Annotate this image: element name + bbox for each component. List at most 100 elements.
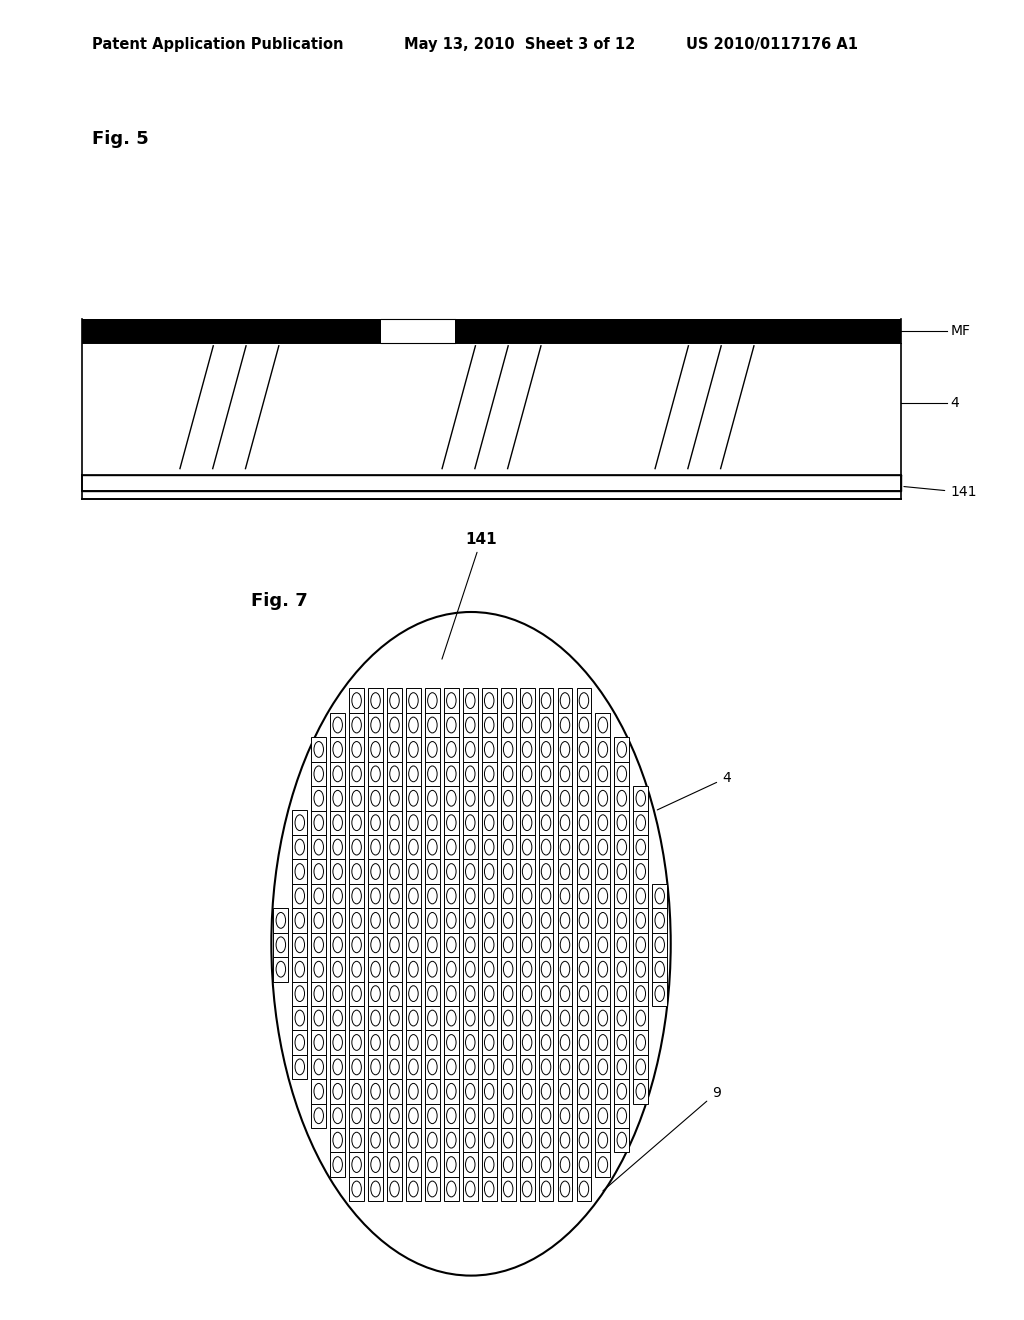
Bar [539,1055,553,1080]
Bar [293,810,307,836]
Bar [539,957,553,982]
Bar [481,810,497,836]
Bar [595,785,610,810]
Bar [443,688,459,713]
Bar [557,834,572,859]
Bar [369,981,383,1006]
Bar [595,737,610,762]
Bar [369,859,383,884]
Bar [501,932,515,957]
Bar [595,883,610,908]
Bar [481,1127,497,1152]
Bar [369,834,383,859]
Bar [387,737,401,762]
Bar [406,785,421,810]
Bar [481,1176,497,1201]
Bar [330,883,345,908]
Bar [539,834,553,859]
Bar [273,932,289,957]
Bar [481,1006,497,1031]
Bar [425,737,439,762]
Bar [387,834,401,859]
Bar [349,785,365,810]
Bar [349,1055,365,1080]
Bar [406,1006,421,1031]
Bar [557,957,572,982]
Bar [595,957,610,982]
Bar [557,1104,572,1129]
Bar [481,737,497,762]
Bar [425,713,439,738]
Bar [539,737,553,762]
Bar [577,1055,591,1080]
Bar [652,981,667,1006]
Bar [406,957,421,982]
Bar [481,762,497,787]
Bar [519,713,535,738]
Bar [557,762,572,787]
Bar [406,932,421,957]
Bar [519,1152,535,1177]
Bar [539,762,553,787]
Bar [369,1152,383,1177]
Bar [577,785,591,810]
Bar [481,1030,497,1055]
Bar [406,1152,421,1177]
Bar [406,1176,421,1201]
Bar [539,1176,553,1201]
Bar [614,957,629,982]
Bar [481,1055,497,1080]
Bar [330,737,345,762]
Bar [349,1104,365,1129]
Bar [349,713,365,738]
Bar [652,932,667,957]
Bar [614,883,629,908]
Bar [577,713,591,738]
Bar [463,1127,477,1152]
Bar [557,1176,572,1201]
Bar [481,713,497,738]
Bar [387,908,401,933]
Bar [633,810,648,836]
Bar [369,1176,383,1201]
Bar [557,932,572,957]
Bar [519,1078,535,1104]
Bar [463,1006,477,1031]
Bar [273,908,289,933]
Bar [443,1030,459,1055]
Bar [577,957,591,982]
Bar [82,319,381,343]
Bar [557,785,572,810]
Bar [425,981,439,1006]
Bar [387,883,401,908]
Bar [425,1127,439,1152]
Bar [425,688,439,713]
Bar [293,1055,307,1080]
Bar [595,859,610,884]
Bar [425,957,439,982]
Bar [519,1176,535,1201]
Bar [633,981,648,1006]
Bar [330,932,345,957]
Bar [330,810,345,836]
Bar [425,932,439,957]
Bar [501,908,515,933]
Bar [293,908,307,933]
Bar [614,859,629,884]
Bar [595,908,610,933]
Bar [311,859,327,884]
Bar [539,859,553,884]
Bar [349,1006,365,1031]
Bar [633,932,648,957]
Bar [481,1078,497,1104]
Bar [387,957,401,982]
Bar [519,1127,535,1152]
Bar [539,1104,553,1129]
Bar [425,1055,439,1080]
Bar [577,762,591,787]
Bar [633,957,648,982]
Bar [501,688,515,713]
Bar [519,957,535,982]
Bar [463,908,477,933]
Bar [501,1006,515,1031]
